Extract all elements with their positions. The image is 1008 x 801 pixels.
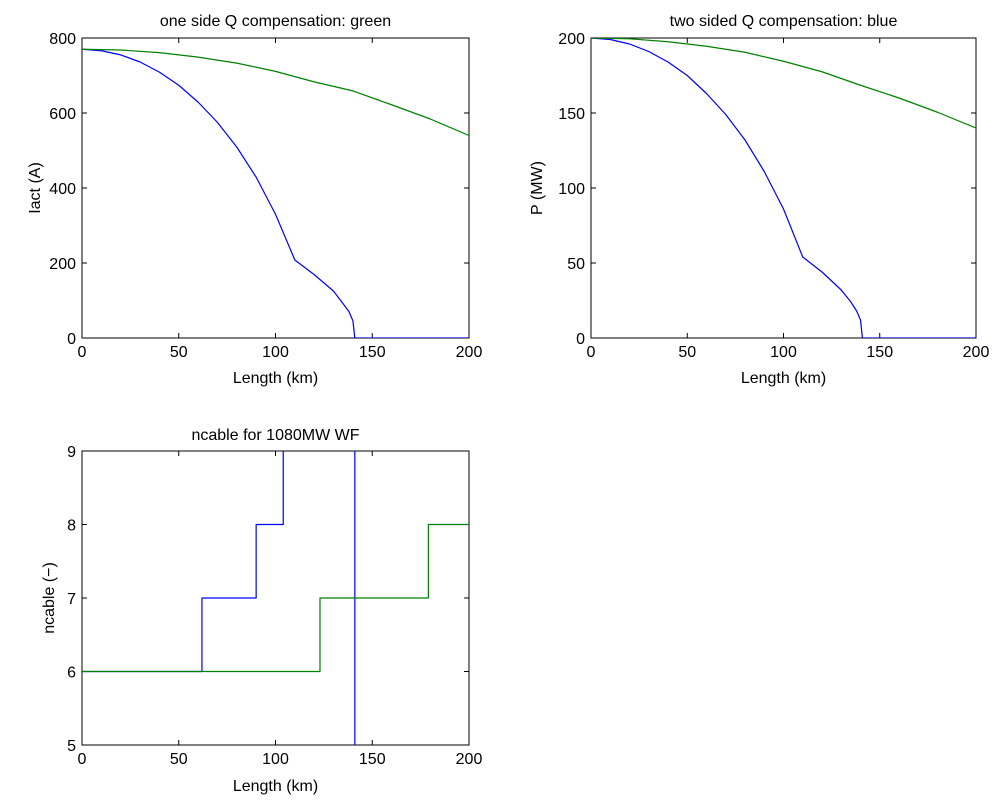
x-tick-label: 100 <box>770 344 797 361</box>
y-tick-label: 400 <box>49 181 76 198</box>
series-line-1 <box>591 38 976 129</box>
y-axis-label: ncable (−) <box>41 562 58 634</box>
plot-frame <box>590 37 977 339</box>
y-tick-label: 5 <box>67 738 76 755</box>
x-tick-label: 100 <box>262 344 289 361</box>
x-tick-label: 50 <box>678 344 696 361</box>
x-tick-label: 200 <box>963 344 990 361</box>
x-tick-label: 0 <box>78 751 87 768</box>
y-tick-label: 7 <box>67 591 76 608</box>
x-tick-label: 150 <box>359 751 386 768</box>
x-tick-label: 100 <box>262 751 289 768</box>
y-tick-label: 150 <box>558 106 585 123</box>
chart-title: one side Q compensation: green <box>160 13 391 30</box>
subplot-current: 0 50 100 150 200 0 200 400 600 800 one side Q com… <box>27 13 482 387</box>
chart-title: two sided Q compensation: blue <box>670 13 898 30</box>
chart-title: ncable for 1080MW WF <box>191 427 359 444</box>
subplot-power: 0 50 100 150 200 0 50 100 150 200 two sided Q com… <box>529 13 989 387</box>
series-line-0 <box>591 38 976 338</box>
y-tick-label: 50 <box>567 256 585 273</box>
y-axis-label: Iact (A) <box>27 162 44 214</box>
x-axis-label: Length (km) <box>233 370 318 387</box>
series-line-2 <box>82 523 469 673</box>
x-tick-label: 50 <box>170 344 188 361</box>
y-tick-label: 9 <box>67 444 76 461</box>
y-tick-label: 200 <box>49 256 76 273</box>
x-axis-label: Length (km) <box>233 778 318 795</box>
x-tick-label: 200 <box>456 751 483 768</box>
x-tick-label: 50 <box>170 751 188 768</box>
series-line-0 <box>82 451 284 673</box>
x-tick-label: 150 <box>866 344 893 361</box>
y-tick-label: 0 <box>576 331 585 348</box>
x-tick-label: 150 <box>359 344 386 361</box>
x-tick-label: 0 <box>587 344 596 361</box>
series-line-1 <box>82 48 469 137</box>
y-tick-label: 0 <box>67 331 76 348</box>
y-axis-label: P (MW) <box>529 161 546 215</box>
plot-frame <box>81 37 470 339</box>
subplot-ncable: 0 50 100 150 200 5 6 7 8 9 ncable for 1080MW WF L… <box>41 427 482 795</box>
x-axis-label: Length (km) <box>741 370 826 387</box>
x-tick-label: 0 <box>78 344 87 361</box>
y-tick-label: 6 <box>67 665 76 682</box>
y-tick-label: 8 <box>67 518 76 535</box>
y-tick-label: 800 <box>49 31 76 48</box>
series-line-0 <box>82 48 469 338</box>
y-tick-label: 200 <box>558 31 585 48</box>
y-tick-label: 100 <box>558 181 585 198</box>
x-tick-label: 200 <box>456 344 483 361</box>
y-tick-label: 600 <box>49 106 76 123</box>
